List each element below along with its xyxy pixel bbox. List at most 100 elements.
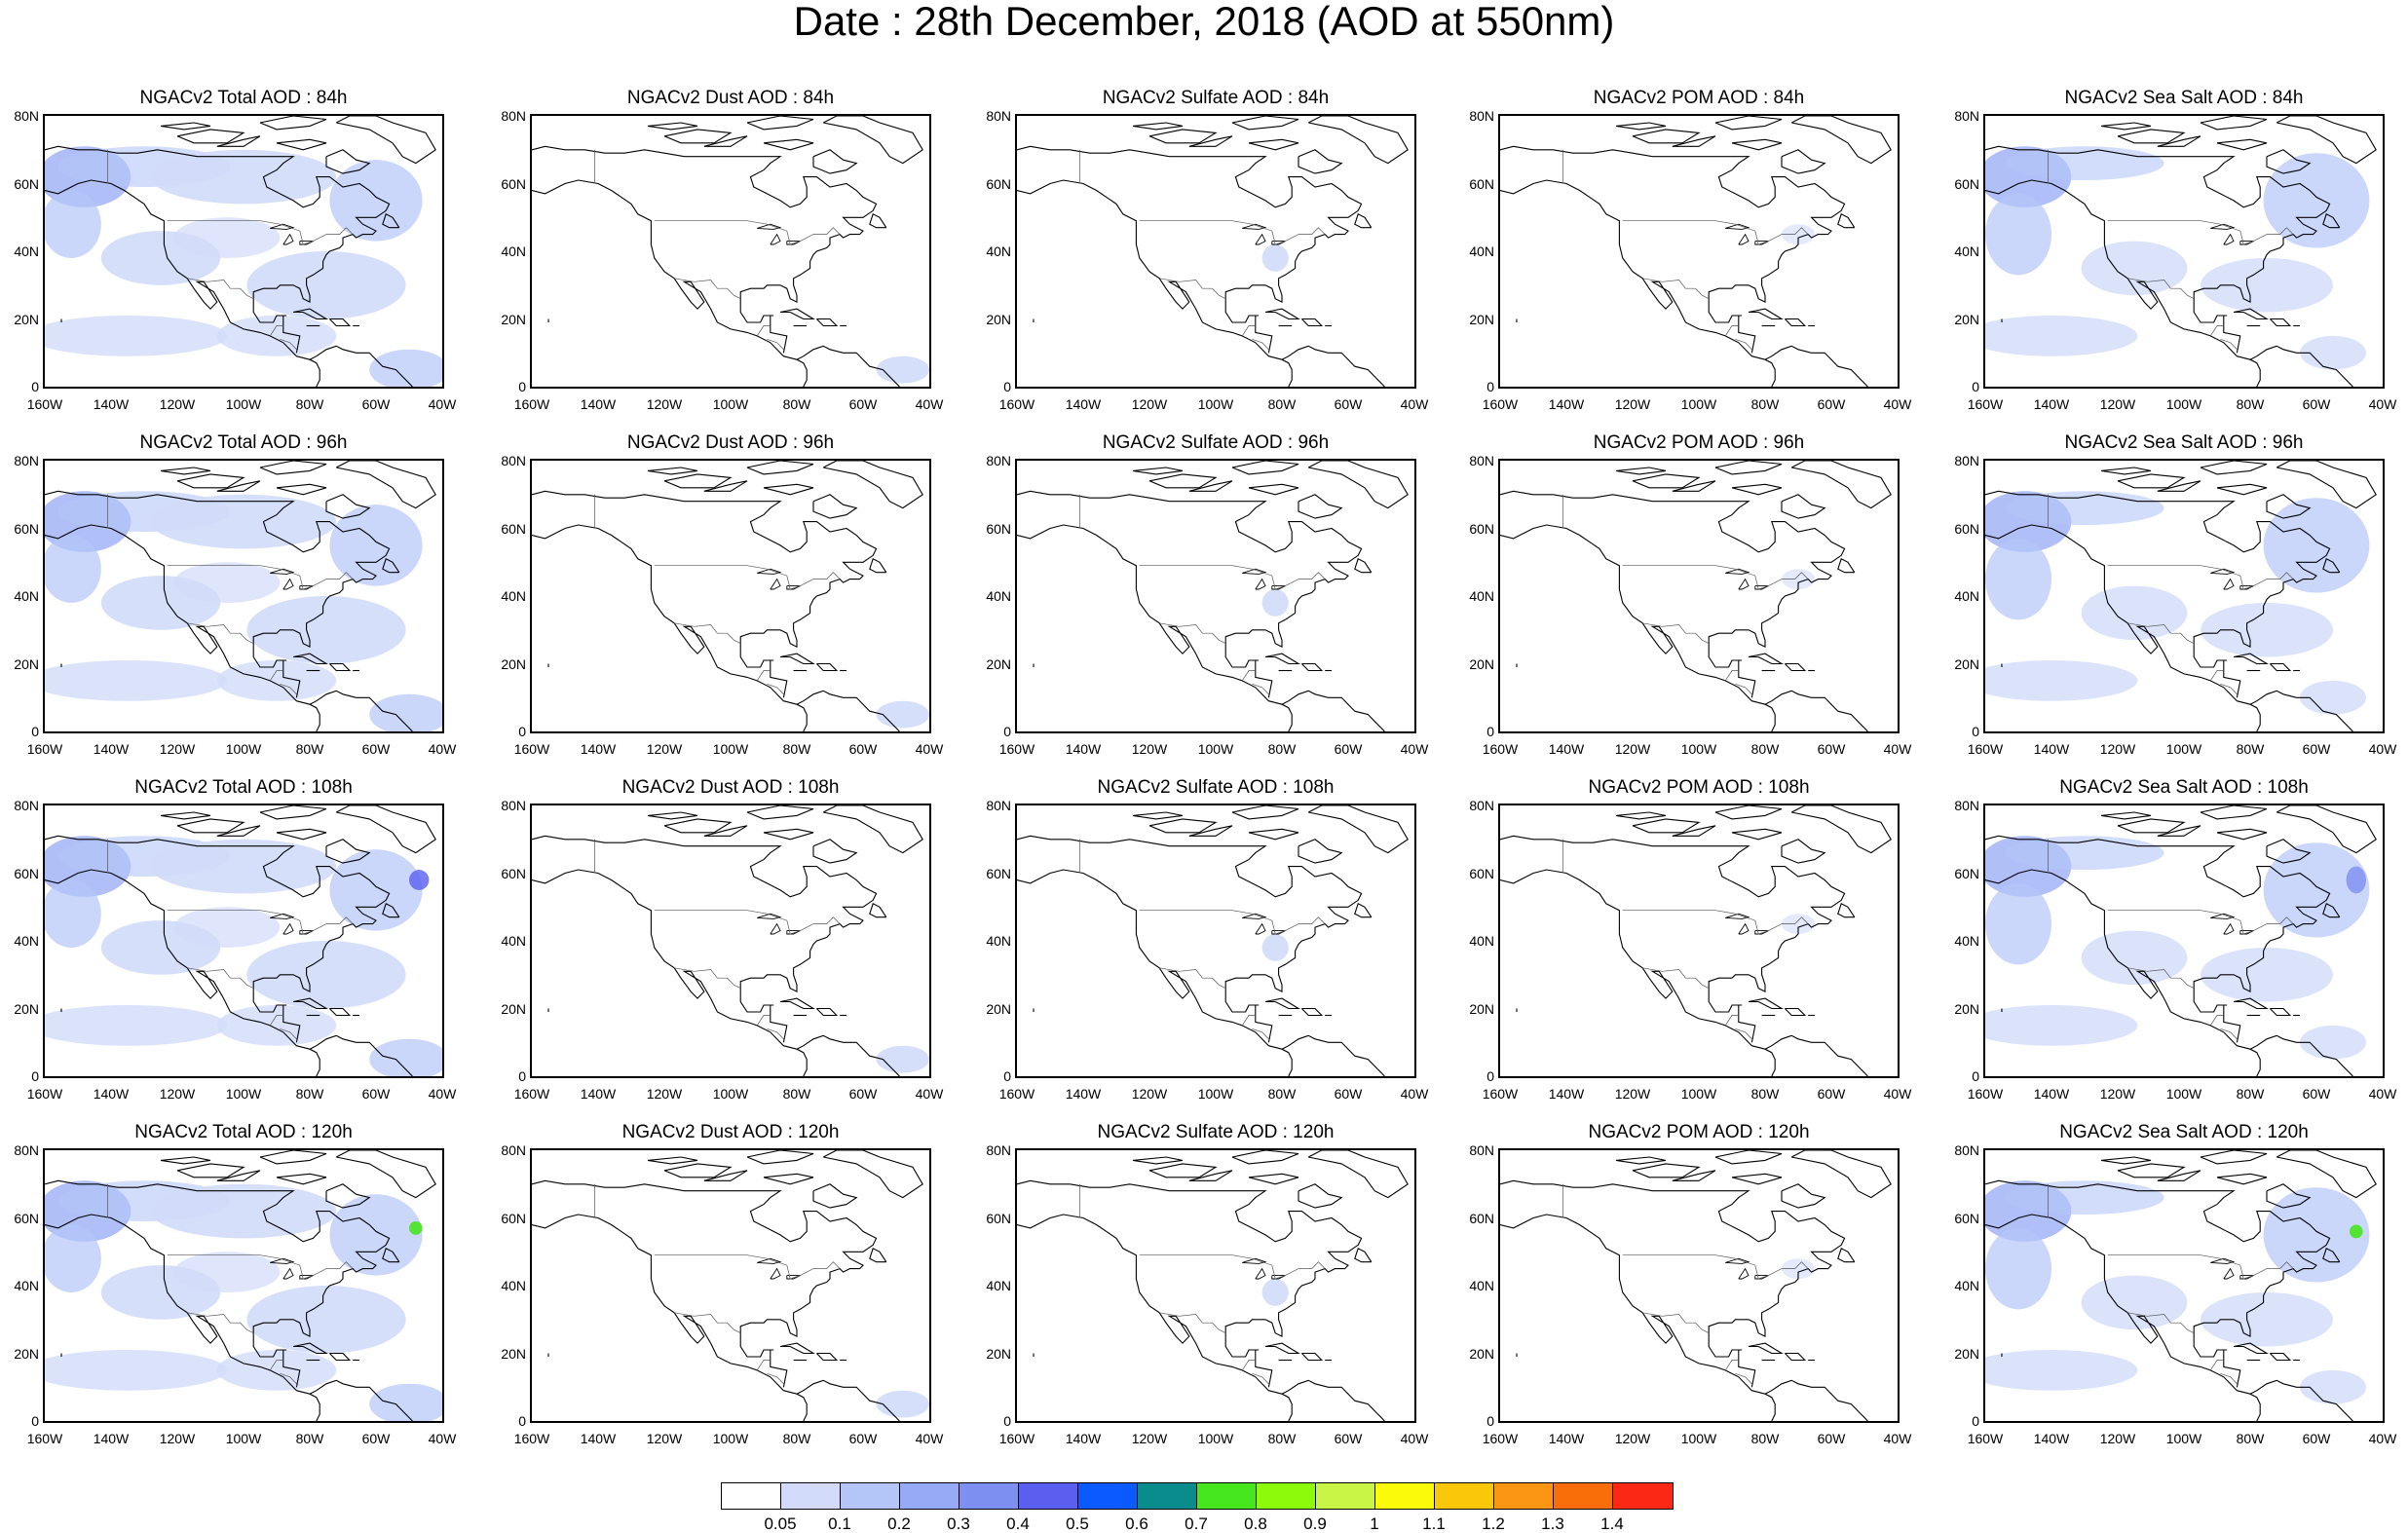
- coastline: [2270, 1007, 2292, 1017]
- colorbar-swatch: [1019, 1483, 1078, 1509]
- lon-tick-label: 120W: [646, 741, 683, 757]
- country-border: [1252, 683, 1269, 695]
- coastline: [2233, 997, 2269, 1010]
- map-panel-total-1: NGACv2 Total AOD : 96h 80N 60N 40N 20N 0 160W 1…: [0, 432, 487, 779]
- coastline: [532, 1179, 878, 1388]
- coastline: [1231, 461, 1299, 475]
- colorbar-label: 0.2: [887, 1514, 911, 1533]
- coastline: [259, 805, 327, 820]
- aod-shading: [2005, 146, 2164, 181]
- aod-shading: [2081, 241, 2188, 296]
- coastline: [1298, 149, 1343, 174]
- lon-tick-label: 60W: [848, 1086, 878, 1102]
- country-border: [1642, 622, 1710, 645]
- aod-shading: [45, 190, 101, 258]
- lake-outline: [786, 1275, 801, 1280]
- lat-tick-label: 20N: [986, 311, 1011, 327]
- aod-shading: [1782, 224, 1815, 245]
- lat-tick-label: 60N: [14, 865, 39, 881]
- coastline: [1790, 116, 1892, 165]
- coastline: [2266, 494, 2312, 519]
- aod-shading: [2300, 1369, 2366, 1404]
- lon-tick-label: 120W: [159, 741, 196, 757]
- lon-tick-label: 100W: [225, 741, 262, 757]
- country-border: [1241, 1360, 1256, 1371]
- country-border: [1252, 338, 1269, 351]
- lake-outline: [1242, 913, 1267, 919]
- aod-shading: [2005, 491, 2164, 526]
- lon-tick-label: 160W: [998, 396, 1035, 412]
- coastline: [382, 903, 400, 918]
- coastline: [1985, 524, 2261, 731]
- lon-tick-label: 100W: [2165, 396, 2202, 412]
- colorbar-swatch: [841, 1483, 900, 1509]
- country-border: [1642, 967, 1710, 990]
- country-border: [2127, 967, 2195, 990]
- coastline: [1985, 179, 2261, 387]
- coastline: [816, 662, 839, 672]
- map-plot-area: [1498, 1148, 1900, 1423]
- country-border: [1159, 622, 1226, 645]
- lon-tick-label: 140W: [1548, 1431, 1585, 1446]
- coastline: [816, 1007, 839, 1017]
- coastline: [746, 116, 814, 131]
- lake-outline: [770, 1267, 781, 1280]
- country-border: [2220, 1028, 2238, 1040]
- lon-tick-label: 60W: [1334, 1086, 1363, 1102]
- coastline: [1281, 1379, 1385, 1421]
- lon-tick-label: 100W: [1680, 1086, 1717, 1102]
- lat-tick-label: 20N: [1954, 1345, 1979, 1362]
- coastline: [2270, 1352, 2292, 1362]
- coastline: [1672, 135, 1716, 147]
- coastline: [2276, 116, 2377, 165]
- coastline: [309, 1034, 413, 1076]
- lon-tick-label: 80W: [1750, 1086, 1780, 1102]
- country-border: [1622, 1254, 1809, 1280]
- lon-tick-label: 120W: [2099, 1431, 2136, 1446]
- coastline: [1188, 480, 1233, 492]
- lon-tick-label: 60W: [361, 1431, 391, 1446]
- coastline: [2117, 129, 2186, 144]
- coastline: [2200, 461, 2268, 475]
- country-border: [1159, 967, 1226, 990]
- panel-title: NGACv2 Dust AOD : 120h: [621, 1122, 840, 1142]
- map-panel-sulfate-1: NGACv2 Sulfate AOD : 96h 80N 60N 40N 20N 0 160…: [972, 432, 1459, 779]
- lon-tick-label: 80W: [1267, 1086, 1297, 1102]
- lake-outline: [757, 223, 782, 230]
- lon-tick-label: 140W: [93, 741, 130, 757]
- lake-outline: [1271, 241, 1286, 245]
- coastline: [45, 145, 391, 354]
- aod-shading: [1261, 244, 1289, 272]
- lon-tick-label: 140W: [1548, 396, 1585, 412]
- coastline: [812, 494, 858, 519]
- country-border: [2127, 622, 2195, 645]
- lon-tick-label: 40W: [915, 396, 944, 412]
- colorbar-label: 0.5: [1066, 1514, 1089, 1533]
- country-border: [280, 338, 297, 351]
- coastline: [2249, 1379, 2353, 1421]
- coastline: [532, 524, 808, 731]
- country-border: [167, 565, 354, 590]
- aod-map: [532, 461, 929, 731]
- coastline: [325, 149, 371, 174]
- coastline: [2200, 805, 2268, 820]
- lake-outline: [770, 233, 781, 245]
- lake-outline: [282, 578, 294, 590]
- lat-tick-label: 40N: [986, 933, 1011, 949]
- lon-tick-label: 60W: [2302, 1431, 2331, 1446]
- coastline: [1785, 662, 1807, 672]
- aod-shading: [216, 316, 337, 356]
- aod-shading: [876, 355, 929, 384]
- panel-title: NGACv2 Sea Salt AOD : 96h: [2064, 432, 2304, 453]
- lon-tick-label: 140W: [2033, 1086, 2070, 1102]
- aod-shading: [45, 660, 227, 701]
- lake-outline: [2223, 922, 2235, 935]
- lat-tick-label: 20N: [14, 311, 39, 327]
- lat-tick-label: 0: [518, 724, 526, 739]
- coastline: [160, 811, 211, 820]
- country-border: [1139, 565, 1326, 590]
- country-border: [1622, 910, 1809, 935]
- country-border: [1241, 670, 1256, 682]
- lake-outline: [1725, 568, 1750, 575]
- lon-tick-label: 40W: [1400, 1431, 1429, 1446]
